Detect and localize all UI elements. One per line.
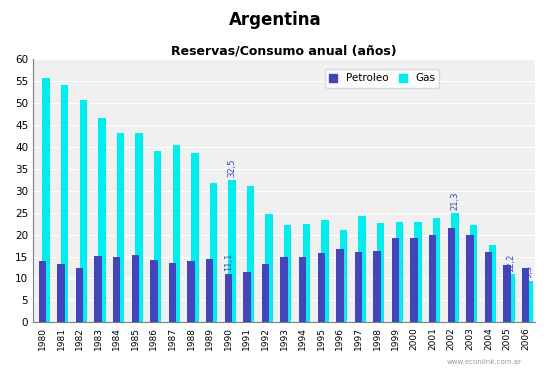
Bar [522,268,530,323]
Bar [117,134,124,323]
Bar [336,249,344,323]
Bar [173,145,180,323]
Bar [448,228,455,323]
Bar [150,259,158,323]
Bar [317,252,325,323]
Bar [39,261,46,323]
Bar [224,274,232,323]
Bar [206,259,213,323]
Bar [80,100,87,323]
Bar [247,186,254,323]
Bar [526,281,533,323]
Bar [392,238,399,323]
Bar [302,224,310,323]
Bar [266,214,273,323]
Bar [98,118,106,323]
Text: Argentina: Argentina [229,11,321,29]
Bar [373,251,381,323]
Bar [131,255,139,323]
Bar [188,261,195,323]
Bar [414,222,422,323]
Bar [169,263,176,323]
Bar [135,134,143,323]
Bar [410,238,418,323]
Bar [95,256,102,323]
Bar [433,218,440,323]
Bar [507,274,515,323]
Bar [284,225,292,323]
Bar [466,235,474,323]
Bar [42,78,50,323]
Bar [429,235,437,323]
Bar [243,272,251,323]
Bar [113,258,120,323]
Bar [488,245,496,323]
Text: 9,5: 9,5 [525,265,534,279]
Title: Reservas/Consumo anual (años): Reservas/Consumo anual (años) [171,45,397,58]
Bar [299,257,306,323]
Bar [470,225,477,323]
Bar [280,258,288,323]
Bar [154,151,161,323]
Bar [321,220,329,323]
Text: www.econlink.com.ar: www.econlink.com.ar [447,359,521,365]
Bar [210,183,217,323]
Text: 21,3: 21,3 [450,192,460,210]
Bar [61,85,68,323]
Text: 32,5: 32,5 [228,159,236,177]
Text: 11,1: 11,1 [224,253,233,272]
Bar [395,222,403,323]
Bar [355,252,362,323]
Bar [503,265,511,323]
Bar [57,265,65,323]
Bar [452,213,459,323]
Bar [262,264,269,323]
Bar [340,230,347,323]
Bar [228,180,236,323]
Bar [377,223,384,323]
Bar [191,153,199,323]
Bar [76,268,83,323]
Bar [359,216,366,323]
Bar [485,252,492,323]
Legend: Petroleo, Gas: Petroleo, Gas [324,69,439,87]
Text: 12,2: 12,2 [507,254,515,272]
